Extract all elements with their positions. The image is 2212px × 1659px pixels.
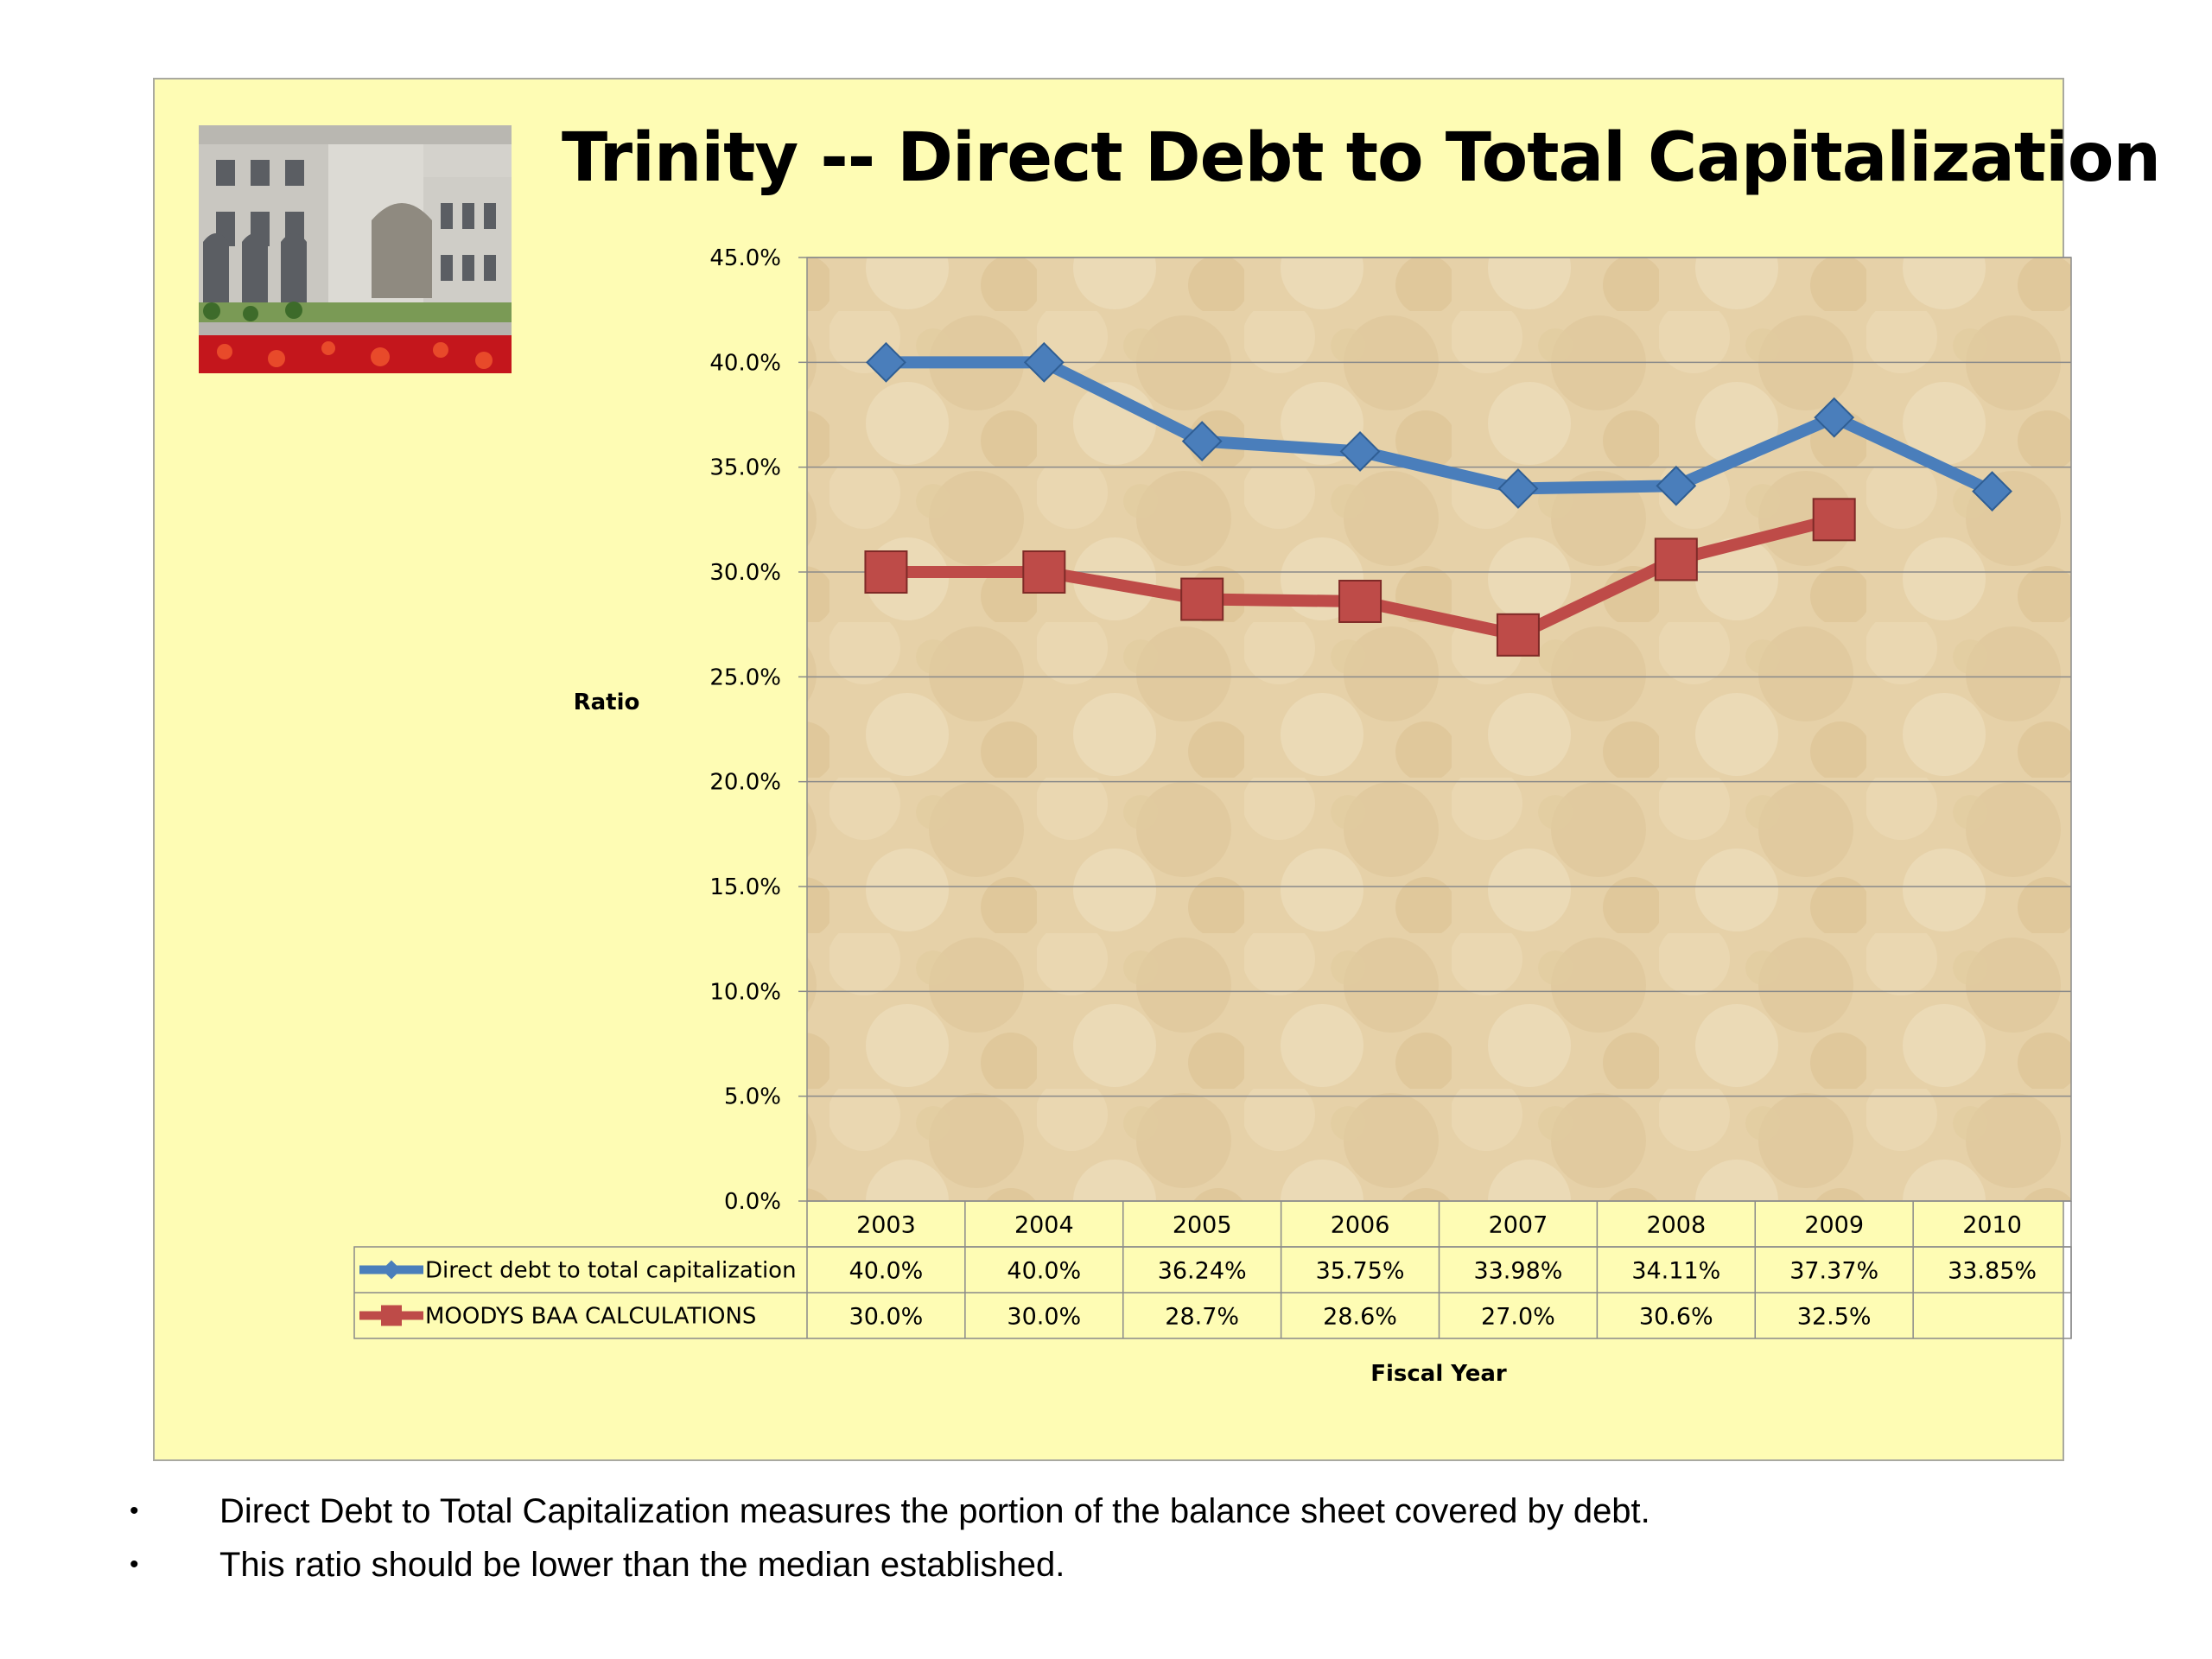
note-text: This ratio should be lower than the medi… <box>219 1546 1065 1584</box>
x-tick-label: 2006 <box>1331 1212 1390 1239</box>
data-label: 35.75% <box>1316 1258 1405 1285</box>
note-item: • Direct Debt to Total Capitalization me… <box>130 1484 2117 1538</box>
x-tick-label: 2004 <box>1014 1212 1074 1239</box>
data-label: 40.0% <box>1007 1258 1081 1285</box>
data-label: 30.6% <box>1639 1304 1713 1331</box>
x-tick-label: 2005 <box>1173 1212 1232 1239</box>
legend-marker <box>382 1260 401 1280</box>
data-point <box>1496 613 1540 657</box>
y-axis-title: Ratio <box>574 690 640 715</box>
data-label: 36.24% <box>1158 1258 1247 1285</box>
y-axis-tick-labels: 45.0% 40.0% 35.0% 30.0% 25.0% 20.0% 15.0% 10.0%… <box>709 245 781 1215</box>
data-label: 30.0% <box>1007 1304 1081 1331</box>
data-label: 33.98% <box>1473 1258 1562 1285</box>
data-label: 40.0% <box>849 1258 924 1285</box>
y-tick-label: 25.0% <box>709 664 781 690</box>
data-label: 28.7% <box>1165 1304 1239 1331</box>
legend-label: MOODYS BAA CALCULATIONS <box>425 1304 756 1330</box>
data-point <box>1180 577 1224 621</box>
data-point <box>1656 465 1697 506</box>
data-point <box>866 341 906 383</box>
y-tick-label: 10.0% <box>709 979 781 1005</box>
bullet-icon: • <box>130 1497 139 1525</box>
data-point <box>1497 468 1539 509</box>
data-point <box>864 550 908 594</box>
series-layer <box>864 341 2012 657</box>
data-point <box>1812 498 1856 542</box>
data-label: 33.85% <box>1948 1258 2037 1285</box>
legend-label: Direct debt to total capitalization <box>425 1258 797 1284</box>
y-tick-label: 45.0% <box>709 245 781 271</box>
x-tick-label: 2008 <box>1646 1212 1706 1239</box>
chart-title: Trinity -- Direct Debt to Total Capitali… <box>562 119 2161 197</box>
series-line <box>886 356 1995 497</box>
data-point <box>1022 550 1066 594</box>
data-label: 32.5% <box>1797 1304 1872 1331</box>
y-tick-label: 40.0% <box>709 350 781 376</box>
data-point <box>1339 431 1381 472</box>
y-tick-label: 0.0% <box>724 1189 781 1215</box>
x-tick-label: 2003 <box>856 1212 916 1239</box>
building-photo-icon <box>199 125 512 373</box>
data-label: 30.0% <box>849 1304 924 1331</box>
x-tick-label: 2010 <box>1962 1212 2022 1239</box>
y-tick-label: 5.0% <box>724 1084 781 1110</box>
y-tick-label: 30.0% <box>709 560 781 586</box>
x-tick-label: 2007 <box>1489 1212 1548 1239</box>
data-table: 2003 2004 2005 2006 2007 2008 2009 2010 Direct d… <box>353 1201 2072 1339</box>
data-label: 28.6% <box>1323 1304 1397 1331</box>
legend-entry: Direct debt to total capitalization <box>359 1258 797 1284</box>
data-label: 37.37% <box>1789 1258 1878 1285</box>
data-point <box>1181 421 1223 461</box>
bullet-icon: • <box>130 1550 139 1579</box>
note-text: Direct Debt to Total Capitalization meas… <box>219 1492 1650 1530</box>
legend-entry: MOODYS BAA CALCULATIONS <box>359 1304 756 1330</box>
notes: • Direct Debt to Total Capitalization me… <box>130 1484 2117 1592</box>
data-point <box>1023 341 1065 383</box>
data-point <box>1814 397 1855 438</box>
legend-marker <box>381 1305 402 1326</box>
data-label: 27.0% <box>1481 1304 1555 1331</box>
x-tick-label: 2009 <box>1804 1212 1864 1239</box>
note-item: • This ratio should be lower than the me… <box>130 1538 2117 1592</box>
data-point <box>1338 579 1382 623</box>
y-tick-label: 15.0% <box>709 874 781 900</box>
x-axis-title: Fiscal Year <box>1370 1361 1507 1387</box>
data-point <box>1654 537 1698 582</box>
data-label: 34.11% <box>1631 1258 1720 1285</box>
y-tick-label: 35.0% <box>709 455 781 481</box>
y-tick-label: 20.0% <box>709 770 781 796</box>
data-point <box>1972 471 2012 512</box>
plot-area <box>806 257 2072 1202</box>
